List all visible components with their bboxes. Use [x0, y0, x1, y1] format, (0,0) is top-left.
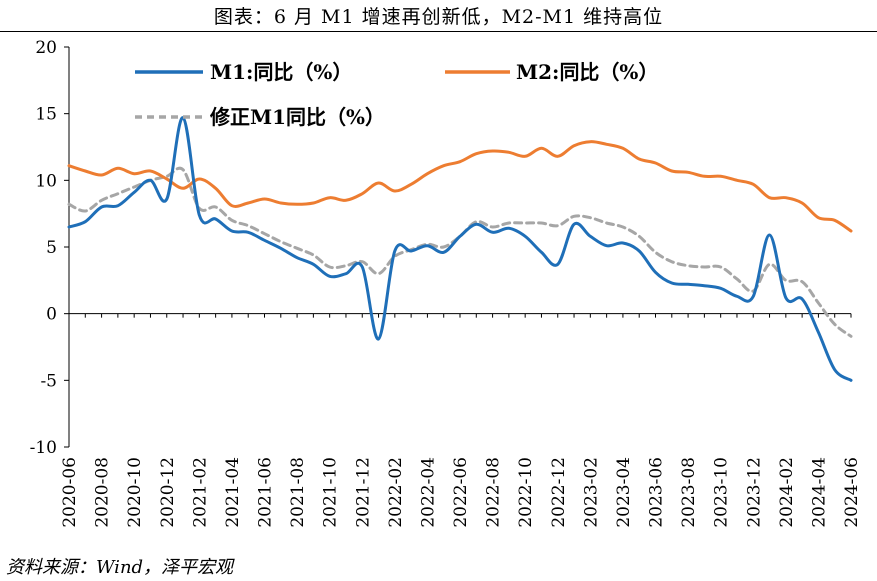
x-tick-label: 2021-04	[223, 457, 243, 528]
y-tick-label: 15	[35, 105, 57, 125]
y-tick-label: 0	[46, 305, 57, 325]
y-axis: -10 -5 0 5 10 15 20	[30, 38, 70, 458]
title-divider	[0, 31, 877, 32]
y-tick-label: 20	[35, 38, 57, 58]
x-tick-label: 2021-08	[288, 457, 308, 528]
series-layer	[67, 116, 853, 382]
x-tick-label: 2020-08	[93, 457, 113, 528]
x-tick-label: 2021-12	[353, 457, 373, 528]
y-tick-label: -10	[30, 438, 57, 458]
x-tick-label: 2020-06	[60, 457, 80, 528]
y-tick-label: 10	[35, 171, 57, 191]
x-tick-label: 2023-12	[744, 457, 764, 528]
y-tick-label: -5	[40, 371, 57, 391]
x-tick-label: 2022-02	[386, 457, 406, 528]
x-tick-label: 2020-10	[125, 457, 145, 528]
legend-adjusted-m1-label: 修正M1同比（%）	[209, 105, 385, 129]
y-tick-label: 5	[46, 238, 57, 258]
x-tick-label: 2024-06	[842, 457, 862, 528]
x-tick-label: 2023-10	[712, 457, 732, 528]
legend: M1:同比（%） M2:同比（%） 修正M1同比（%）	[135, 60, 658, 129]
x-tick-label: 2022-08	[484, 457, 504, 528]
legend-m1-label: M1:同比（%）	[210, 60, 352, 84]
x-tick-label: 2024-02	[777, 457, 797, 528]
x-tick-label: 2021-02	[190, 457, 210, 528]
x-tick-label: 2021-10	[321, 457, 341, 528]
x-tick-label: 2021-06	[256, 457, 276, 528]
x-tick-label: 2023-08	[679, 457, 699, 528]
legend-m2-label: M2:同比（%）	[516, 60, 658, 84]
x-tick-label: 2023-02	[581, 457, 601, 528]
chart-title: 图表：6 月 M1 增速再创新低，M2-M1 维持高位	[213, 6, 664, 28]
x-tick-label: 2020-12	[158, 457, 178, 528]
x-tick-label: 2022-12	[549, 457, 569, 528]
source-note: 资料来源：Wind，泽平宏观	[6, 557, 234, 578]
x-tick-label: 2022-06	[451, 457, 471, 528]
x-axis: 2020-06 2020-08 2020-10 2020-12 2021-02 2021-…	[60, 313, 862, 528]
x-tick-label: 2022-04	[418, 457, 438, 528]
x-tick-label: 2023-06	[647, 457, 667, 528]
x-tick-label: 2022-10	[516, 457, 536, 528]
m2-series-line	[67, 140, 853, 233]
m1-series-line	[67, 116, 853, 382]
x-tick-label: 2023-04	[614, 457, 634, 528]
x-tick-label: 2024-04	[809, 457, 829, 528]
adjusted-m1-series-line	[67, 166, 853, 338]
